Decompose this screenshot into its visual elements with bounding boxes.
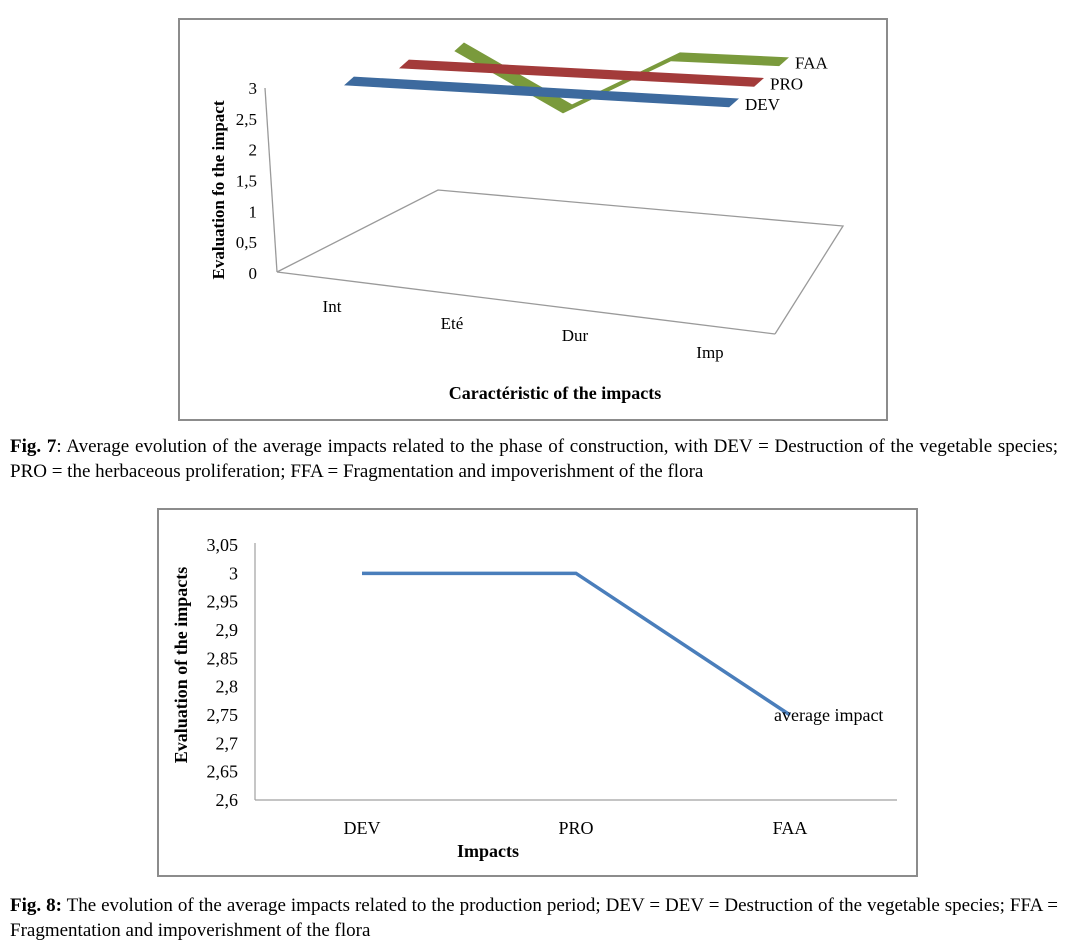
- y-tick-label: 1: [249, 202, 258, 221]
- figure-8-chart: [157, 508, 918, 877]
- y-tick-label: 2,6: [216, 790, 239, 810]
- series-label-pro: PRO: [770, 74, 803, 93]
- series-label-faa: FAA: [795, 54, 828, 73]
- figure-8-label: Fig. 8:: [10, 895, 62, 916]
- y-tick-label: 2: [249, 141, 258, 160]
- x-category-label: FAA: [773, 818, 808, 838]
- x-axis-title: Impacts: [457, 841, 519, 861]
- y-tick-label: 0,5: [236, 233, 257, 252]
- y-tick-label: 1,5: [236, 172, 257, 191]
- y-tick-label: 2,65: [207, 762, 239, 782]
- figure-7-caption: Fig. 7: Average evolution of the average…: [10, 434, 1058, 484]
- x-category-label: Imp: [696, 343, 723, 362]
- y-tick-label: 2,5: [236, 110, 257, 129]
- y-tick-label: 2,9: [216, 620, 239, 640]
- x-axis-line: [276, 271, 776, 335]
- y-tick-label: 2,75: [207, 705, 239, 725]
- series-annotation-label: average impact: [774, 705, 883, 725]
- figure-8-caption-text: The evolution of the average impacts rel…: [10, 895, 1059, 941]
- y-tick-label: 0: [249, 264, 258, 283]
- y-tick-label: 2,85: [207, 648, 239, 668]
- figure-7-label: Fig. 7: [10, 436, 57, 457]
- y-tick-label: 3: [249, 79, 258, 98]
- x-category-label: Int: [323, 297, 342, 316]
- ribbon-pro: [399, 59, 764, 87]
- ribbon-dev: [344, 76, 739, 108]
- x-category-label: PRO: [558, 818, 593, 838]
- figure-8-line-chart: 2,6 2,65 2,7 2,75 2,8 2,85 2,9 2,95 3 3,05 DEV PRO F…: [171, 535, 897, 861]
- figure-7-3d-line-chart: 0 0,5 1 1,5 2 2,5 3 Evaluation fo the impact Int…: [209, 42, 845, 403]
- x-category-label: Dur: [562, 326, 589, 345]
- y-tick-label: 2,8: [216, 677, 239, 697]
- figure-8-caption: Fig. 8: The evolution of the average imp…: [10, 893, 1058, 943]
- y-tick-label: 3,05: [207, 535, 239, 555]
- x-axis-title: Caractéristic of the impacts: [449, 383, 661, 403]
- y-tick-label: 2,7: [216, 733, 239, 753]
- y-axis-line: [264, 87, 278, 273]
- floor-outline: [276, 189, 845, 335]
- series-line-average-impact: [362, 571, 791, 717]
- series-label-dev: DEV: [745, 95, 781, 114]
- y-axis-title: Evaluation of the impacts: [171, 567, 191, 764]
- y-tick-label: 2,95: [207, 592, 239, 612]
- y-axis-title: Evaluation fo the impact: [209, 100, 228, 279]
- x-category-label: DEV: [344, 818, 381, 838]
- figure-7-caption-text: : Average evolution of the average impac…: [10, 436, 1059, 482]
- y-tick-label: 3: [229, 563, 238, 583]
- x-category-label: Eté: [441, 314, 464, 333]
